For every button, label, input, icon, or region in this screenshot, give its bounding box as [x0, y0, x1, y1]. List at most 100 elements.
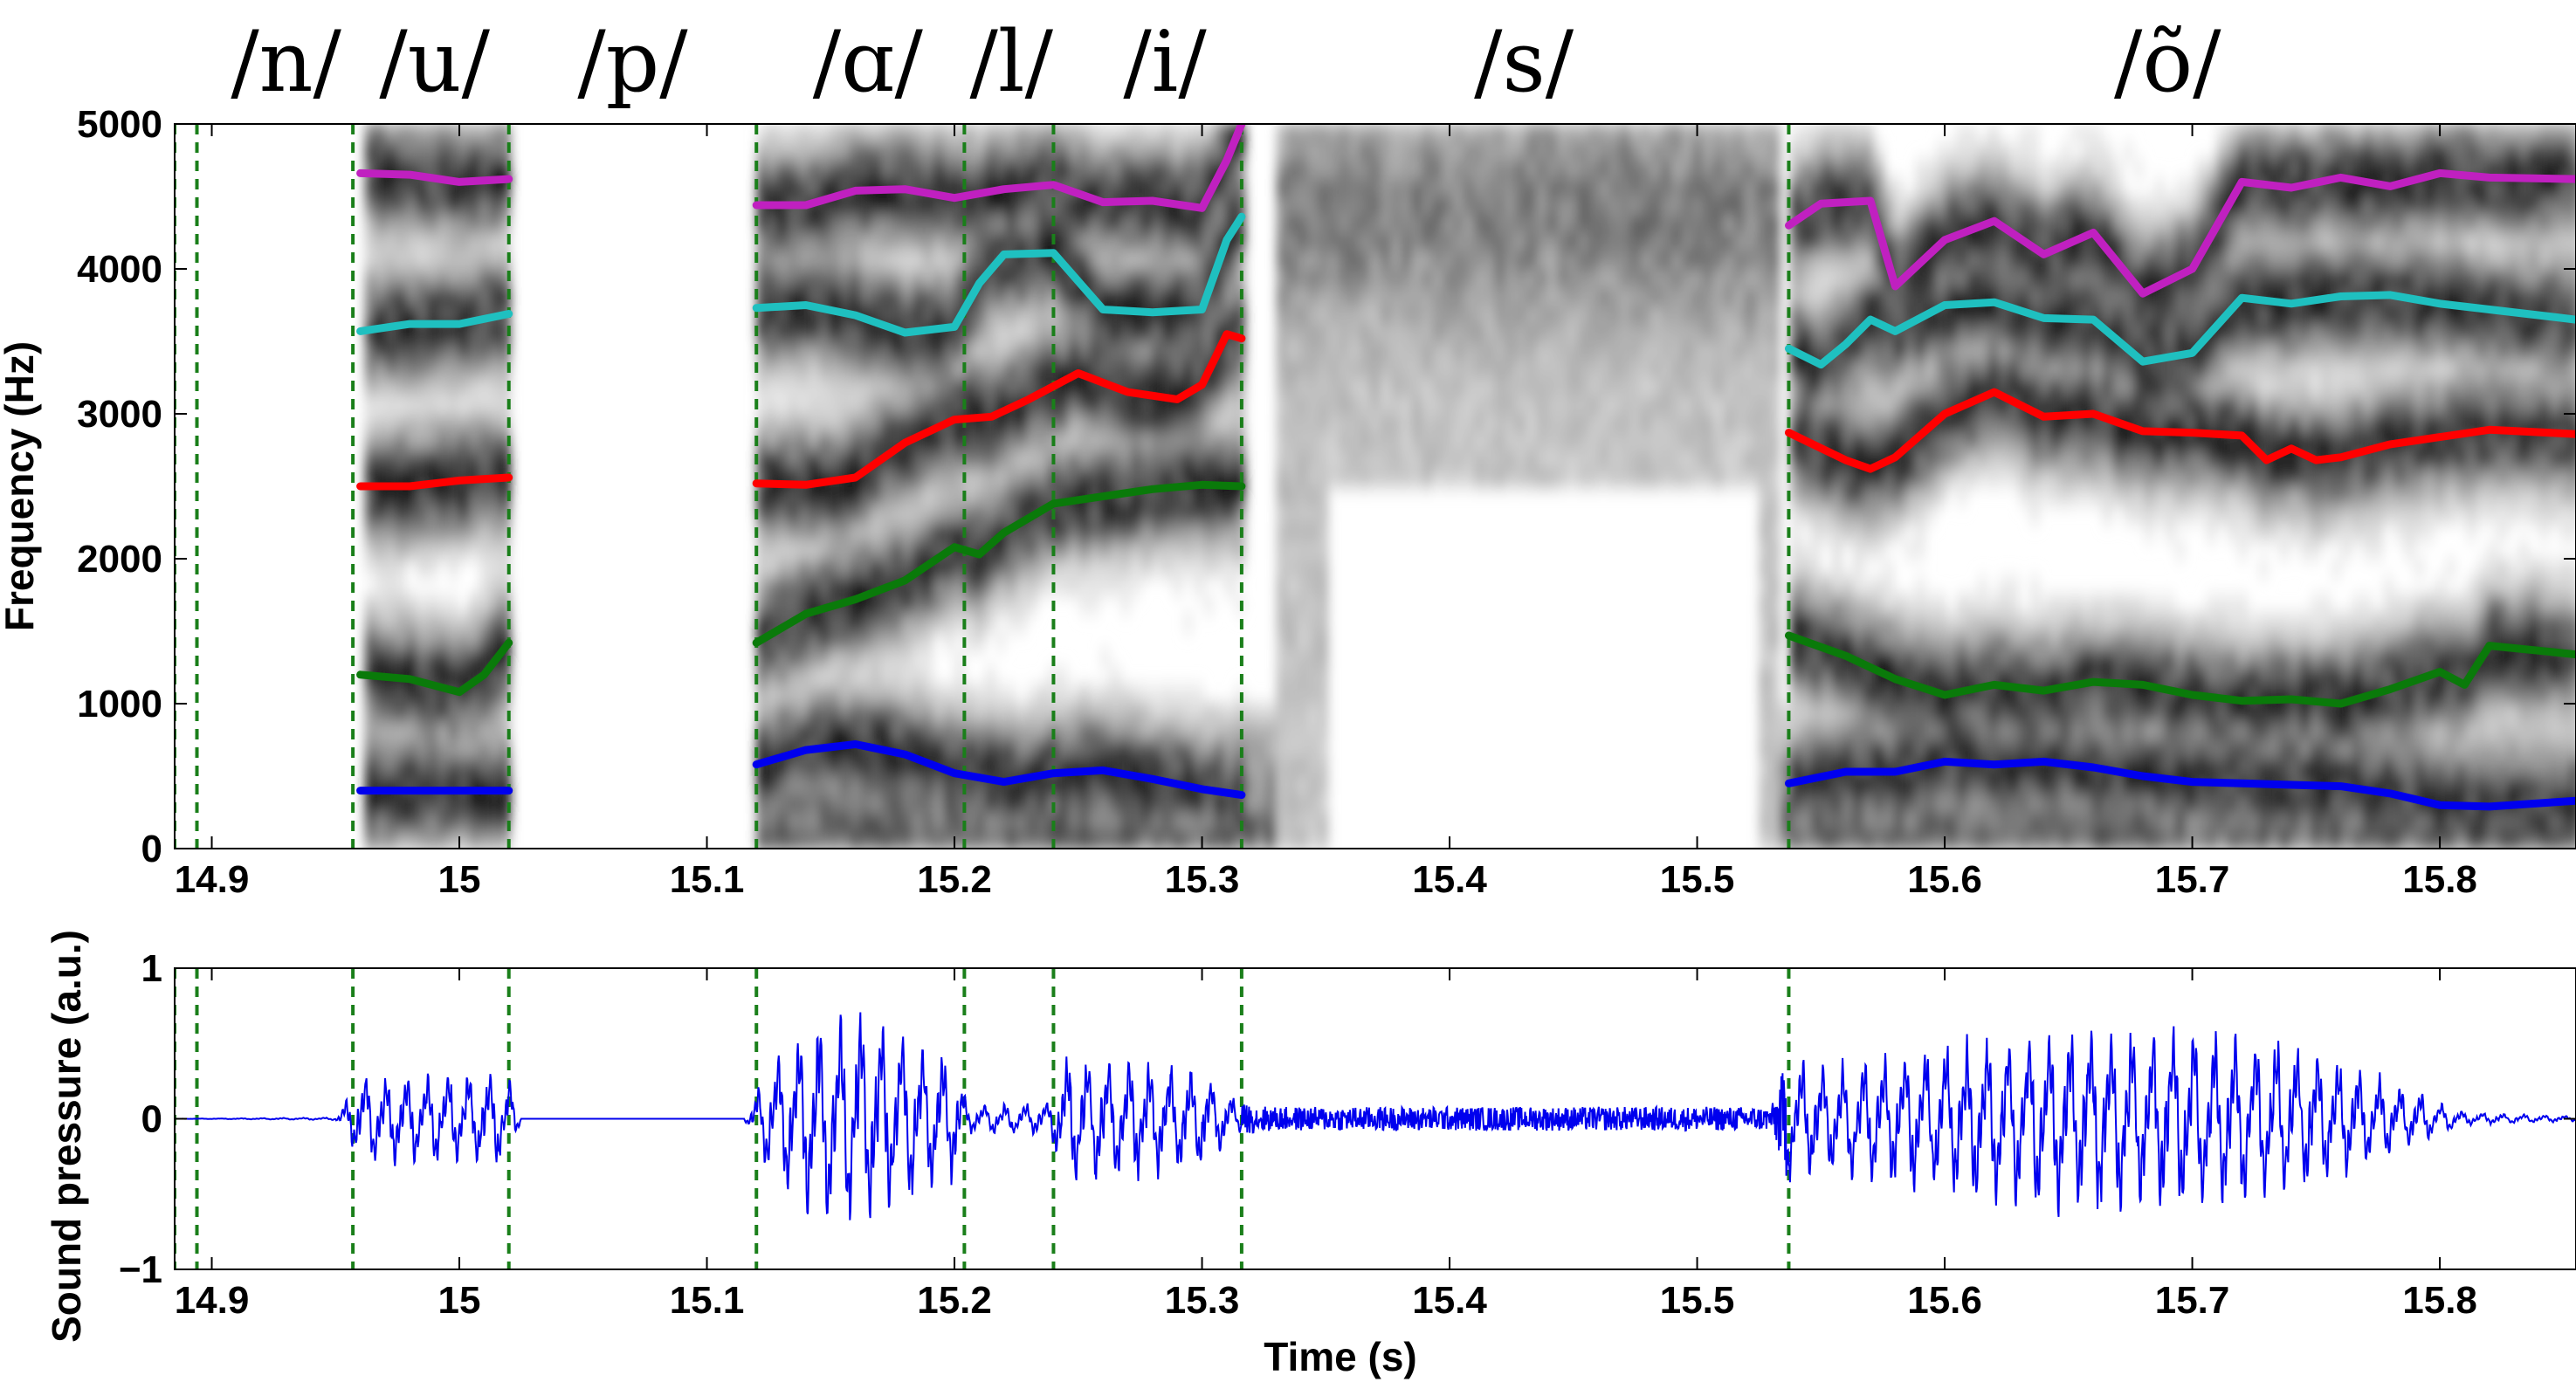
spectrogram-cell-1133	[901, 359, 913, 379]
spectrogram-cell-2828	[1443, 414, 1454, 433]
spectrogram-cell-3212	[1640, 341, 1651, 361]
spectrogram-cell-2494	[1318, 667, 1329, 686]
spectrogram-cell-254	[427, 486, 438, 505]
spectrogram-cell-2985	[1526, 468, 1537, 487]
spectrogram-cell-3790	[1852, 794, 1864, 814]
spectrogram-cell-1277	[943, 559, 955, 578]
spectrogram-cell-2666	[1359, 450, 1371, 469]
spectrogram-cell-2589	[1318, 395, 1329, 415]
spectrogram-cell-135	[396, 540, 407, 560]
spectrogram-cell-269	[427, 214, 438, 234]
spectrogram-cell-4537	[2070, 450, 2083, 469]
spectrogram-cell-2830	[1443, 377, 1454, 396]
spectrogram-cell-4839	[2164, 522, 2176, 541]
spectrogram-cell-2320	[1265, 776, 1278, 795]
spectrogram-cell-1921	[1120, 141, 1132, 162]
spectrogram-cell-4961	[2206, 739, 2217, 759]
spectrogram-cell-659	[777, 251, 789, 270]
spectrogram-cell-2742	[1390, 160, 1402, 179]
spectrogram-cell-4679	[2112, 395, 2124, 415]
spectrogram-cell-4159	[1956, 486, 1968, 505]
spectrogram-cell-93	[385, 576, 396, 596]
spectrogram-cell-4562	[2081, 704, 2093, 723]
spectrogram-cell-4470	[2049, 450, 2062, 469]
spectrogram-cell-3060	[1557, 196, 1568, 216]
spectrogram-cell-428	[479, 812, 491, 831]
spectrogram-cell-1172	[912, 377, 924, 396]
spectrogram-cell-986	[860, 124, 871, 143]
spectrogram-cell-747	[808, 830, 820, 849]
spectrogram-cell-1695	[1057, 341, 1069, 361]
spectrogram-cell-3622	[1801, 286, 1812, 306]
spectrogram-cell-1975	[1140, 414, 1153, 433]
spectrogram-cell-4122	[1946, 667, 1958, 686]
spectrogram-cell-3407	[1744, 431, 1755, 451]
spectrogram-cell-754	[808, 704, 820, 723]
spectrogram-cell-4075	[1925, 214, 1937, 234]
spectrogram-cell-304	[437, 269, 449, 288]
spectrogram-cell-1715	[1068, 704, 1079, 723]
spectrogram-cell-2488	[1318, 776, 1329, 795]
spectrogram-cell-4684	[2112, 305, 2124, 324]
spectrogram-cell-1900	[1120, 522, 1132, 541]
spectrogram-cell-884	[839, 522, 851, 541]
spectrogram-cell-3414	[1744, 305, 1755, 324]
spectrogram-cell-1550	[1016, 377, 1028, 396]
spectrogram-cell-2895	[1473, 286, 1485, 306]
spectrogram-cell-3100	[1577, 196, 1589, 216]
spectrogram-cell-4329	[2008, 595, 2020, 614]
spectrogram-cell-922	[850, 559, 861, 578]
spectrogram-cell-726	[797, 486, 809, 505]
spectrogram-cell-2629	[1339, 395, 1350, 415]
spectrogram-cell-973	[860, 359, 871, 379]
spectrogram-cell-834	[829, 704, 841, 723]
spectrogram-cell-405	[468, 504, 480, 524]
spectrogram-cell-4731	[2133, 739, 2145, 759]
spectrogram-cell-154	[396, 196, 407, 216]
spectrogram-cell-2573	[1307, 323, 1319, 342]
spectrogram-cell-629	[777, 794, 789, 814]
spectrogram-cell-1384	[975, 739, 986, 759]
spectrogram-cell-2917	[1484, 251, 1496, 270]
spectrogram-cell-585	[756, 141, 768, 162]
spectrogram-cell-1466	[995, 576, 1007, 596]
spectrogram-cell-4247	[1977, 141, 1988, 162]
spectrogram-cell-364	[458, 613, 470, 632]
spectrogram-cell-342	[448, 286, 459, 306]
spectrogram-cell-2230	[1214, 141, 1225, 162]
spectrogram-cell-2699	[1369, 214, 1381, 234]
spectrogram-cell-2981	[1515, 178, 1526, 197]
spectrogram-cell-363	[458, 631, 470, 650]
spectrogram-cell-1331	[954, 286, 965, 306]
spectrogram-cell-4944	[2195, 359, 2207, 379]
spectrogram-cell-4907	[2185, 450, 2197, 469]
spectrogram-cell-3741	[1831, 269, 1843, 288]
spectrogram-cell-2889	[1473, 395, 1485, 415]
spectrogram-cell-2857	[1453, 251, 1464, 270]
spectrogram-cell-1060	[881, 232, 892, 251]
spectrogram-cell-1334	[954, 232, 965, 251]
spectrogram-cell-4280	[1987, 141, 1999, 162]
spectrogram-cell-1473	[995, 450, 1007, 469]
spectrogram-cell-4347	[2008, 178, 2020, 197]
spectrogram-cell-3948	[1894, 704, 1905, 723]
spectrogram-cell-1301	[943, 124, 955, 143]
spectrogram-cell-4217	[1977, 776, 1988, 795]
spectrogram-cell-3019	[1536, 214, 1547, 234]
spectrogram-cell-624	[767, 160, 778, 179]
spectrogram-cell-3777	[1842, 305, 1854, 324]
spectrogram-cell-232	[417, 178, 428, 197]
spectrogram-cell-3240	[1650, 196, 1662, 216]
spectrogram-cell-3698	[1821, 323, 1833, 342]
spectrogram-cell-3078	[1567, 232, 1579, 251]
spectrogram-cell-235	[417, 124, 428, 143]
spectrogram-cell-2462	[1307, 522, 1319, 541]
spectrogram-cell-3273	[1671, 323, 1683, 342]
spectrogram-cell-225	[417, 305, 428, 324]
spectrogram-cell-3287	[1682, 431, 1693, 451]
spectrogram-cell-3885	[1873, 486, 1884, 505]
spectrogram-cell-1365	[964, 359, 975, 379]
spectrogram-cell-190	[406, 232, 417, 251]
spectrogram-cell-1789	[1089, 576, 1100, 596]
spectrogram-cell-1976	[1140, 395, 1153, 415]
